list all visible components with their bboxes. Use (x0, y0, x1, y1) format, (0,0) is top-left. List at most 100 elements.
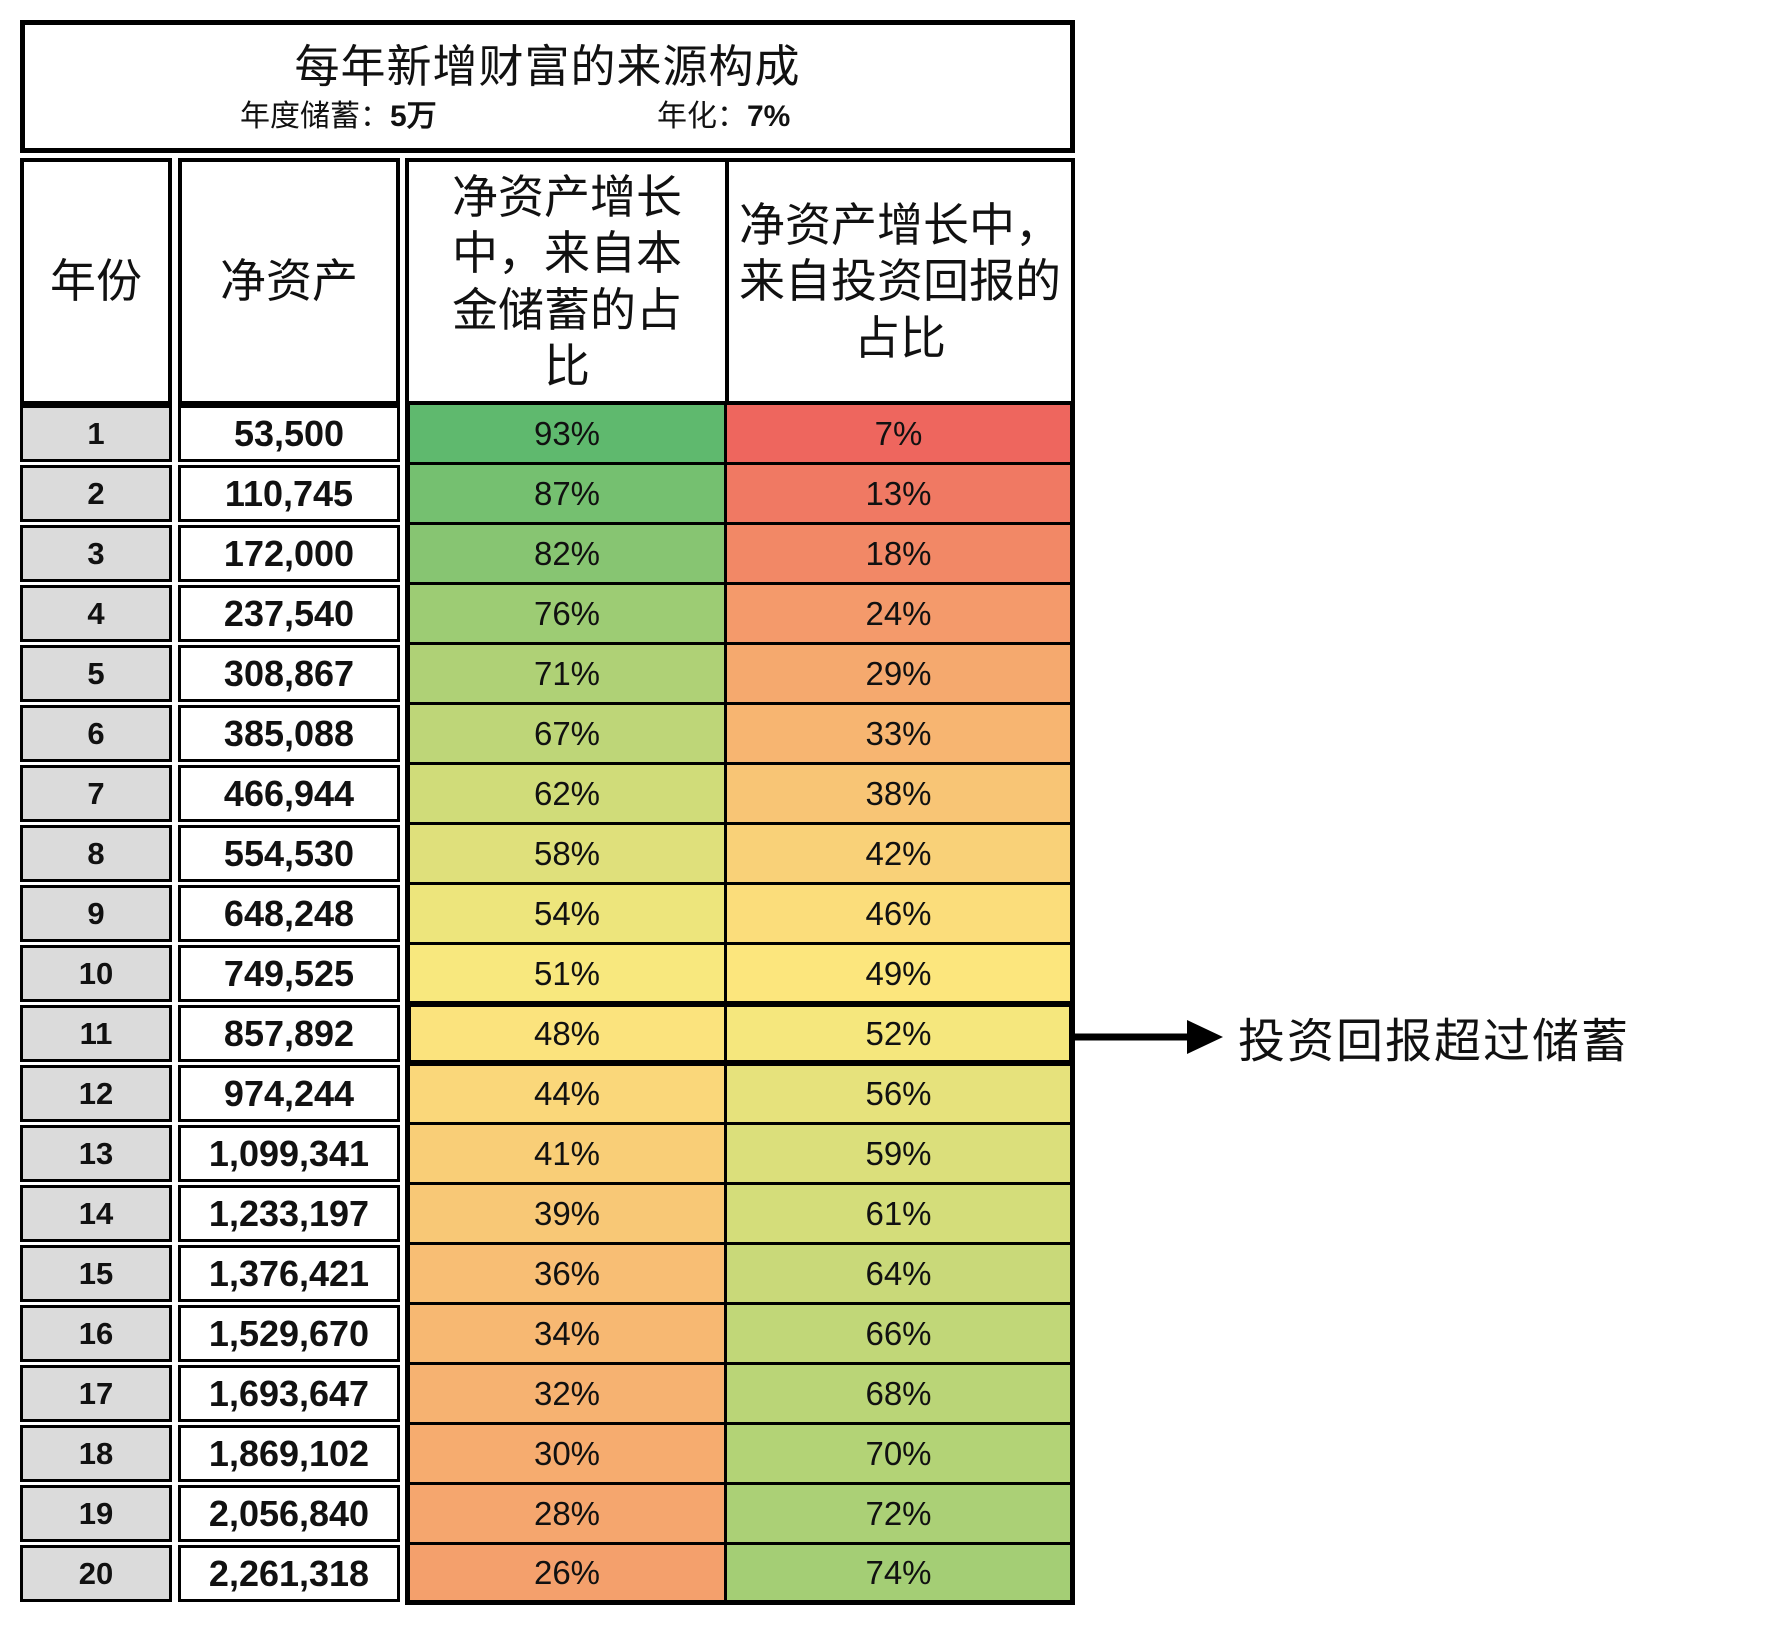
net-worth-cell: 749,525 (178, 945, 400, 1002)
savings-share-cell: 28% (405, 1485, 727, 1545)
returns-share-cell: 42% (727, 825, 1075, 885)
savings-share-cell: 62% (405, 765, 727, 825)
returns-share-cell: 72% (727, 1485, 1075, 1545)
table-row: 12 974,244 44% 56% (20, 1065, 1075, 1125)
returns-share-cell: 24% (727, 585, 1075, 645)
header-year: 年份 (20, 158, 172, 405)
savings-share-cell: 71% (405, 645, 727, 705)
annual-rate: 年化：7% (657, 91, 790, 135)
data-grid: 1 53,500 93% 7% 2 110,745 87% 13% 3 172,000 82% 18%… (20, 405, 1075, 1605)
savings-share-cell: 82% (405, 525, 727, 585)
net-worth-cell: 648,248 (178, 885, 400, 942)
returns-share-cell: 13% (727, 465, 1075, 525)
percent-pair: 36% 64% (405, 1245, 1075, 1305)
table-row: 11 857,892 48% 52% (20, 1001, 1075, 1066)
returns-share-cell: 74% (727, 1545, 1075, 1605)
year-cell: 11 (20, 1005, 172, 1062)
net-worth-cell: 857,892 (178, 1005, 400, 1062)
percent-pair: 26% 74% (405, 1545, 1075, 1605)
net-worth-cell: 1,869,102 (178, 1425, 400, 1482)
year-cell: 18 (20, 1425, 172, 1482)
annual-savings-label: 年度储蓄： (240, 100, 390, 133)
table-row: 19 2,056,840 28% 72% (20, 1485, 1075, 1545)
savings-share-cell: 51% (405, 945, 727, 1005)
savings-share-cell: 34% (405, 1305, 727, 1365)
table-row: 14 1,233,197 39% 61% (20, 1185, 1075, 1245)
percent-pair: 30% 70% (405, 1425, 1075, 1485)
returns-share-cell: 46% (727, 885, 1075, 945)
returns-share-cell: 18% (727, 525, 1075, 585)
net-worth-cell: 1,233,197 (178, 1185, 400, 1242)
table-row: 15 1,376,421 36% 64% (20, 1245, 1075, 1305)
year-cell: 6 (20, 705, 172, 762)
savings-share-cell: 32% (405, 1365, 727, 1425)
annotation-text: 投资回报超过储蓄 (1238, 1014, 1630, 1068)
percent-pair: 82% 18% (405, 525, 1075, 585)
annual-rate-label: 年化： (657, 100, 747, 133)
returns-share-cell: 29% (727, 645, 1075, 705)
year-cell: 14 (20, 1185, 172, 1242)
net-worth-cell: 1,529,670 (178, 1305, 400, 1362)
savings-share-cell: 44% (405, 1065, 727, 1125)
year-cell: 16 (20, 1305, 172, 1362)
savings-share-cell: 36% (405, 1245, 727, 1305)
table-row: 9 648,248 54% 46% (20, 885, 1075, 945)
net-worth-cell: 110,745 (178, 465, 400, 522)
percent-pair: 34% 66% (405, 1305, 1075, 1365)
year-cell: 1 (20, 405, 172, 462)
returns-share-cell: 52% (727, 1005, 1075, 1065)
table-row: 6 385,088 67% 33% (20, 705, 1075, 765)
year-cell: 9 (20, 885, 172, 942)
percent-pair: 67% 33% (405, 705, 1075, 765)
title-box: 每年新增财富的来源构成 年度储蓄：5万 年化：7% (20, 20, 1075, 153)
year-cell: 17 (20, 1365, 172, 1422)
header-savings-share: 净资产增长 中，来自本 金储蓄的占 比 (405, 158, 727, 405)
percent-pair: 54% 46% (405, 885, 1075, 945)
table-row: 18 1,869,102 30% 70% (20, 1425, 1075, 1485)
year-cell: 7 (20, 765, 172, 822)
percent-pair: 51% 49% (405, 945, 1075, 1005)
percent-pair: 48% 52% (405, 1001, 1075, 1066)
returns-share-cell: 38% (727, 765, 1075, 825)
net-worth-cell: 53,500 (178, 405, 400, 462)
savings-share-cell: 87% (405, 465, 727, 525)
net-worth-cell: 385,088 (178, 705, 400, 762)
net-worth-cell: 308,867 (178, 645, 400, 702)
savings-share-cell: 54% (405, 885, 727, 945)
savings-share-cell: 48% (405, 1005, 727, 1065)
net-worth-cell: 172,000 (178, 525, 400, 582)
net-worth-cell: 1,693,647 (178, 1365, 400, 1422)
percent-pair: 58% 42% (405, 825, 1075, 885)
table-row: 1 53,500 93% 7% (20, 405, 1075, 465)
table-title: 每年新增财富的来源构成 (294, 41, 801, 92)
savings-share-cell: 41% (405, 1125, 727, 1185)
returns-share-cell: 56% (727, 1065, 1075, 1125)
returns-share-cell: 66% (727, 1305, 1075, 1365)
net-worth-cell: 1,376,421 (178, 1245, 400, 1302)
savings-share-cell: 67% (405, 705, 727, 765)
table-row: 17 1,693,647 32% 68% (20, 1365, 1075, 1425)
annual-savings-value: 5万 (390, 100, 437, 133)
table-row: 8 554,530 58% 42% (20, 825, 1075, 885)
annual-rate-value: 7% (747, 100, 791, 133)
returns-share-cell: 59% (727, 1125, 1075, 1185)
annual-savings: 年度储蓄：5万 (240, 91, 437, 135)
savings-share-cell: 76% (405, 585, 727, 645)
year-cell: 5 (20, 645, 172, 702)
percent-pair: 41% 59% (405, 1125, 1075, 1185)
percent-pair: 76% 24% (405, 585, 1075, 645)
savings-share-cell: 30% (405, 1425, 727, 1485)
net-worth-cell: 1,099,341 (178, 1125, 400, 1182)
year-cell: 12 (20, 1065, 172, 1122)
returns-share-cell: 7% (727, 405, 1075, 465)
year-cell: 19 (20, 1485, 172, 1542)
returns-share-cell: 68% (727, 1365, 1075, 1425)
table-row: 2 110,745 87% 13% (20, 465, 1075, 525)
returns-share-cell: 64% (727, 1245, 1075, 1305)
net-worth-cell: 237,540 (178, 585, 400, 642)
table-row: 5 308,867 71% 29% (20, 645, 1075, 705)
percent-pair: 39% 61% (405, 1185, 1075, 1245)
net-worth-cell: 466,944 (178, 765, 400, 822)
table-row: 20 2,261,318 26% 74% (20, 1545, 1075, 1605)
